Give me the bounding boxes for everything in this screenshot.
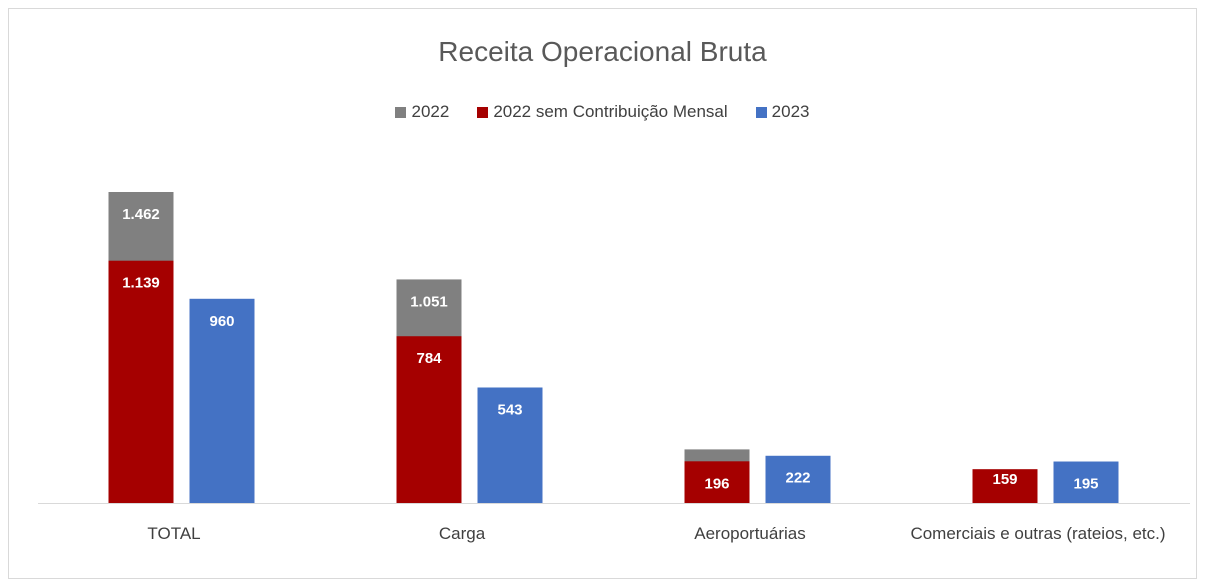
bar <box>684 461 750 503</box>
legend-label: 2022 sem Contribuição Mensal <box>493 102 728 121</box>
chart-title: Receita Operacional Bruta <box>438 36 767 67</box>
x-tick-label: TOTAL <box>147 524 201 543</box>
data-label: 195 <box>1073 475 1098 492</box>
data-label: 784 <box>416 350 442 367</box>
data-label: 159 <box>992 471 1017 488</box>
bar <box>765 455 831 503</box>
legend-item: 2022 <box>395 102 449 122</box>
data-label: 1.051 <box>410 293 448 310</box>
data-label: 1.139 <box>122 275 160 292</box>
bar <box>972 469 1038 503</box>
x-tick-label: Comerciais e outras (rateios, etc.) <box>910 524 1166 543</box>
bar <box>396 336 462 503</box>
bar <box>108 260 174 503</box>
legend-label: 2022 <box>411 102 450 121</box>
bar <box>189 298 255 503</box>
x-tick-label: Carga <box>438 524 486 543</box>
data-label: 960 <box>209 313 234 330</box>
data-label: 543 <box>497 401 522 418</box>
data-label: 196 <box>704 475 729 492</box>
legend-item: 2023 <box>755 102 810 122</box>
bar <box>477 387 543 503</box>
x-tick-label: Aeroportuárias <box>694 524 806 543</box>
legend-item: 2022 sem Contribuição Mensal <box>477 102 728 122</box>
legend: 2022 2022 sem Contribuição Mensal 2023 <box>0 102 1205 122</box>
data-label: 222 <box>785 470 810 487</box>
legend-swatch <box>395 106 407 118</box>
data-label: 1.462 <box>122 206 160 223</box>
legend-swatch <box>477 106 489 118</box>
legend-label: 2023 <box>771 102 810 121</box>
legend-swatch <box>755 106 767 118</box>
bar <box>1053 461 1119 503</box>
